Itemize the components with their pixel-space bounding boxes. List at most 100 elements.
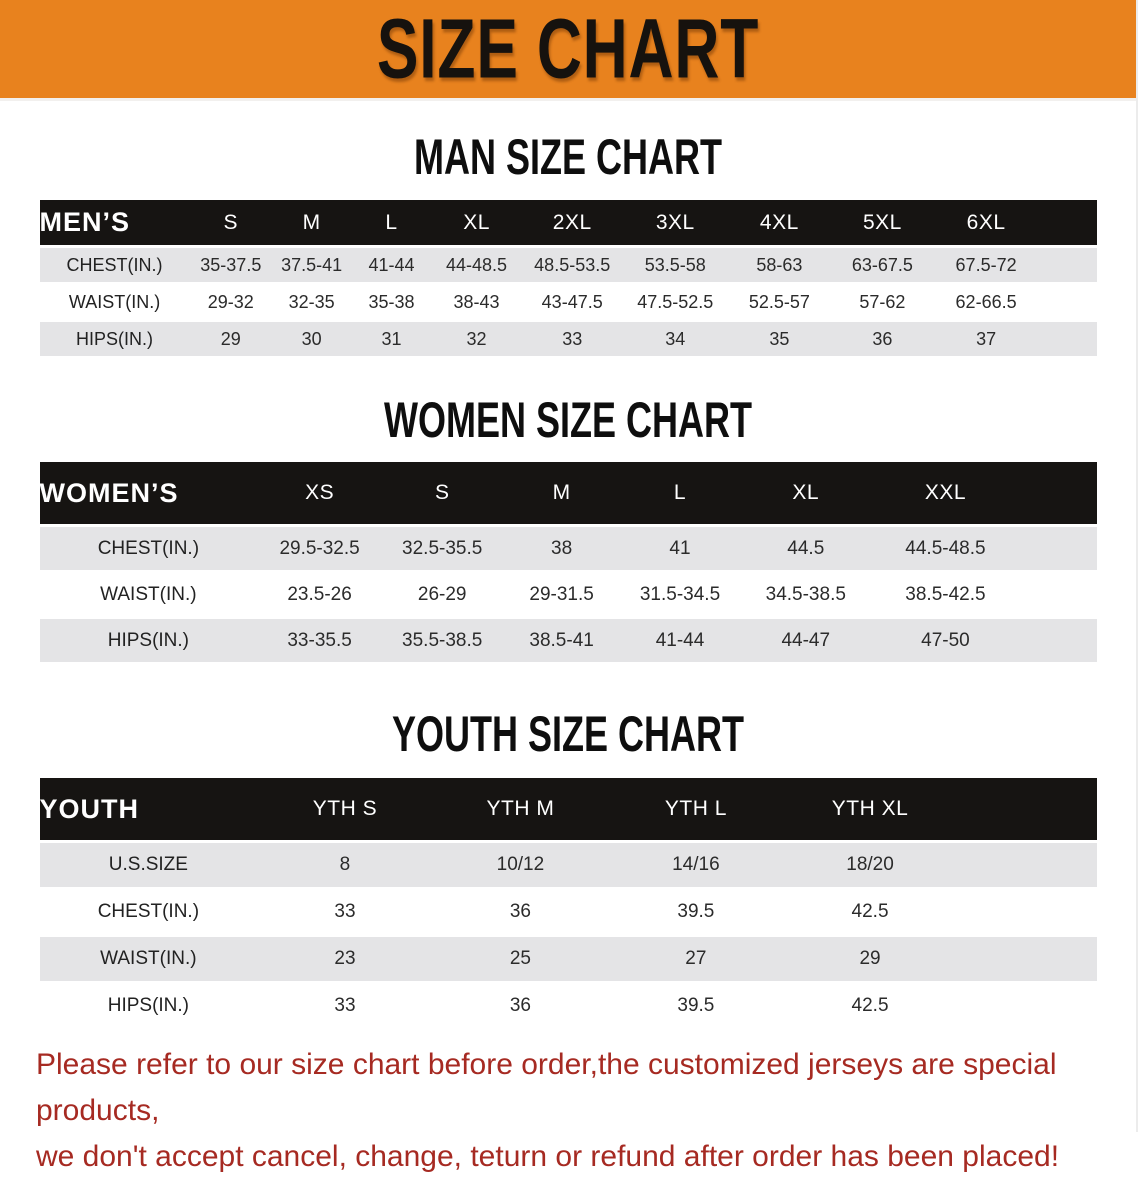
size-cell: 38.5-42.5 xyxy=(872,570,1097,616)
page-title: SIZE CHART xyxy=(376,1,760,96)
size-col-header: 5XL xyxy=(831,200,934,245)
men-table-label: MEN’S xyxy=(39,200,190,245)
size-cell: 44-48.5 xyxy=(431,245,522,282)
size-col-header: S xyxy=(189,200,273,245)
size-cell: 35-37.5 xyxy=(189,245,273,282)
size-cell: 34.5-38.5 xyxy=(739,570,873,616)
youth-heading: YOUTH SIZE CHART xyxy=(391,706,745,762)
size-cell: 37 xyxy=(933,319,1097,356)
size-cell: 44.5-48.5 xyxy=(872,524,1097,570)
row-label: WAIST(IN.) xyxy=(39,934,258,981)
size-cell: 32.5-35.5 xyxy=(381,524,503,570)
size-cell: 27 xyxy=(608,934,784,981)
size-cell: 38.5-41 xyxy=(502,616,621,662)
size-cell: 39.5 xyxy=(608,887,784,934)
size-col-header: S xyxy=(381,462,503,524)
size-cell: 33 xyxy=(521,319,623,356)
row-label: HIPS(IN.) xyxy=(39,981,258,1028)
size-cell: 41-44 xyxy=(620,616,740,662)
row-label: WAIST(IN.) xyxy=(39,570,258,616)
table-row: WAIST(IN.) 23 25 27 29 xyxy=(39,934,1097,981)
size-chart-sections: MAN SIZE CHART MEN’S S M L XL 2XL 3XL 4XL 5XL 6XL C… xyxy=(0,131,1136,1028)
row-label: CHEST(IN.) xyxy=(39,245,190,282)
table-header-row: MEN’S S M L XL 2XL 3XL 4XL 5XL 6XL xyxy=(39,200,1097,245)
size-cell: 35.5-38.5 xyxy=(381,616,503,662)
youth-table-label: YOUTH xyxy=(39,778,258,840)
footer-notice: Please refer to our size chart before or… xyxy=(36,1042,1136,1180)
size-cell: 31 xyxy=(351,319,432,356)
size-cell: 29-31.5 xyxy=(502,570,621,616)
size-cell: 36 xyxy=(831,319,934,356)
size-col-header: XL xyxy=(739,462,873,524)
table-header-row: WOMEN’S XS S M L XL XXL xyxy=(39,462,1097,524)
size-cell: 52.5-57 xyxy=(727,282,832,319)
size-col-header: XL xyxy=(431,200,522,245)
size-cell: 41-44 xyxy=(351,245,432,282)
men-section: MAN SIZE CHART MEN’S S M L XL 2XL 3XL 4XL 5XL 6XL C… xyxy=(0,131,1136,356)
banner: SIZE CHART xyxy=(0,0,1136,101)
size-col-header: 4XL xyxy=(727,200,832,245)
size-cell: 14/16 xyxy=(608,840,784,887)
table-header-row: YOUTH YTH S YTH M YTH L YTH XL xyxy=(39,778,1097,840)
size-cell: 33-35.5 xyxy=(257,616,382,662)
size-cell: 38-43 xyxy=(431,282,522,319)
size-cell: 8 xyxy=(257,840,433,887)
size-cell: 30 xyxy=(272,319,352,356)
size-cell: 37.5-41 xyxy=(272,245,352,282)
size-cell: 10/12 xyxy=(432,840,609,887)
size-cell: 34 xyxy=(622,319,728,356)
size-col-header: 6XL xyxy=(933,200,1097,245)
size-cell: 36 xyxy=(432,981,609,1028)
size-col-header: L xyxy=(351,200,432,245)
youth-table: YOUTH YTH S YTH M YTH L YTH XL U.S.SIZE 8 10/12… xyxy=(39,778,1097,1028)
men-heading: MAN SIZE CHART xyxy=(413,129,722,185)
size-col-header: XS xyxy=(257,462,382,524)
row-label: HIPS(IN.) xyxy=(39,319,190,356)
row-label: U.S.SIZE xyxy=(39,840,258,887)
table-row: WAIST(IN.) 29-32 32-35 35-38 38-43 43-47.5 47.… xyxy=(39,282,1097,319)
women-heading: WOMEN SIZE CHART xyxy=(384,392,752,448)
size-cell: 35 xyxy=(727,319,832,356)
table-row: HIPS(IN.) 29 30 31 32 33 34 35 36 37 xyxy=(39,319,1097,356)
row-label: WAIST(IN.) xyxy=(39,282,190,319)
size-cell: 32-35 xyxy=(272,282,352,319)
size-cell: 23.5-26 xyxy=(257,570,382,616)
size-cell: 29 xyxy=(189,319,273,356)
size-cell: 29 xyxy=(783,934,1097,981)
table-row: CHEST(IN.) 33 36 39.5 42.5 xyxy=(39,887,1097,934)
size-cell: 58-63 xyxy=(727,245,832,282)
size-cell: 39.5 xyxy=(608,981,784,1028)
size-cell: 48.5-53.5 xyxy=(521,245,623,282)
size-cell: 44.5 xyxy=(739,524,873,570)
notice-line-2: we don't accept cancel, change, teturn o… xyxy=(36,1140,1060,1173)
size-cell: 18/20 xyxy=(783,840,1097,887)
size-cell: 33 xyxy=(257,981,433,1028)
women-section: WOMEN SIZE CHART WOMEN’S XS S M L XL XXL CHEST(I… xyxy=(0,394,1136,662)
table-row: WAIST(IN.) 23.5-26 26-29 29-31.5 31.5-34.5 34… xyxy=(39,570,1097,616)
women-table: WOMEN’S XS S M L XL XXL CHEST(IN.) 29.5-32.5 32.5… xyxy=(39,462,1097,662)
size-cell: 32 xyxy=(431,319,522,356)
size-col-header: YTH S xyxy=(257,778,433,840)
size-cell: 44-47 xyxy=(739,616,873,662)
size-cell: 47-50 xyxy=(872,616,1097,662)
size-cell: 42.5 xyxy=(783,981,1097,1028)
size-col-header: 2XL xyxy=(521,200,623,245)
size-cell: 53.5-58 xyxy=(622,245,728,282)
size-cell: 29.5-32.5 xyxy=(257,524,382,570)
size-col-header: L xyxy=(620,462,740,524)
women-table-label: WOMEN’S xyxy=(39,462,258,524)
youth-section: YOUTH SIZE CHART YOUTH YTH S YTH M YTH L YTH … xyxy=(0,708,1136,1028)
size-cell: 62-66.5 xyxy=(933,282,1097,319)
table-row: U.S.SIZE 8 10/12 14/16 18/20 xyxy=(39,840,1097,887)
size-cell: 33 xyxy=(257,887,433,934)
size-cell: 57-62 xyxy=(831,282,934,319)
table-row: CHEST(IN.) 35-37.5 37.5-41 41-44 44-48.5 48.5… xyxy=(39,245,1097,282)
size-cell: 41 xyxy=(620,524,740,570)
size-col-header: 3XL xyxy=(622,200,728,245)
table-row: CHEST(IN.) 29.5-32.5 32.5-35.5 38 41 44.5 44.5… xyxy=(39,524,1097,570)
size-cell: 47.5-52.5 xyxy=(622,282,728,319)
size-col-header: XXL xyxy=(872,462,1097,524)
size-col-header: YTH XL xyxy=(783,778,1097,840)
size-col-header: M xyxy=(502,462,621,524)
size-cell: 26-29 xyxy=(381,570,503,616)
